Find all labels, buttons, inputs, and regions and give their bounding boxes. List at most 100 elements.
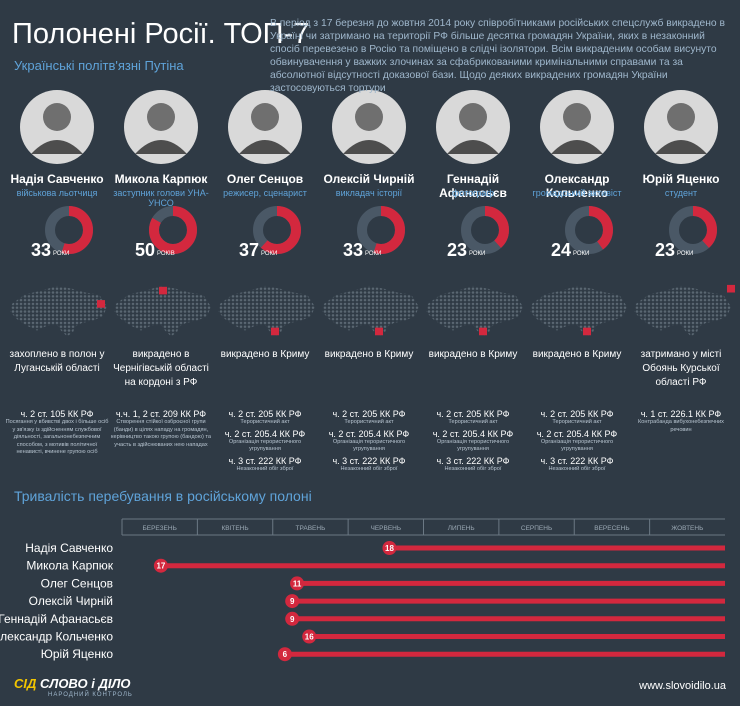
age-arc xyxy=(669,206,717,254)
age-value: 50 xyxy=(135,240,156,260)
age-unit: РОКИ xyxy=(469,251,486,257)
location: затримано у місті Обоянь Курської област… xyxy=(640,349,722,388)
month-label: ТРАВЕНЬ xyxy=(296,525,326,532)
start-marker xyxy=(290,576,305,591)
month-label: БЕРЕЗЕНЬ xyxy=(143,525,177,532)
month-label: ЖОВТЕНЬ xyxy=(671,525,703,532)
charges: ч. 2 ст. 205 КК РФ Терористичний акт ч. 2 … xyxy=(213,407,317,473)
portrait-head xyxy=(667,103,695,131)
person-name: Юрій Яценко xyxy=(642,172,720,186)
portrait-body xyxy=(655,140,707,154)
person-role: студент xyxy=(664,188,698,198)
start-day: 11 xyxy=(293,579,302,588)
age-unit: РОКИ xyxy=(365,251,382,257)
charges: ч.ч. 1, 2 ст. 209 КК РФ Створення стійкої… xyxy=(109,407,213,449)
charge-code: ч. 2 ст. 205.4 КК РФ xyxy=(224,428,306,439)
intro: В період з 17 березня до жовтня 2014 рок… xyxy=(270,18,725,94)
person-role: фотограф xyxy=(452,188,494,198)
charge-code: ч. 3 ст. 222 КК РФ xyxy=(540,455,614,466)
person-role: викладач історії xyxy=(335,188,403,198)
start-day: 18 xyxy=(385,544,394,553)
map xyxy=(10,285,107,337)
portrait-head xyxy=(147,103,175,131)
map-shape xyxy=(530,285,627,337)
map-marker xyxy=(583,327,591,336)
person-role: громадський активіст xyxy=(532,188,622,198)
map-shape xyxy=(10,285,107,337)
charge-code: ч.ч. 1, 2 ст. 209 КК РФ xyxy=(115,409,207,419)
charge-desc: Посягання у вбивстві двох і більше осіб … xyxy=(5,419,109,455)
charge-code: ч. 2 ст. 205.4 КК РФ xyxy=(536,428,618,439)
map-marker xyxy=(159,286,167,295)
charge-desc: Організація терористичного угрупування xyxy=(436,438,510,453)
charge-code: ч. 2 ст. 205 КК РФ xyxy=(332,409,406,419)
charge-desc: Організація терористичного угрупування xyxy=(332,438,406,453)
month-label: ЛИПЕНЬ xyxy=(448,525,475,532)
age-value: 24 xyxy=(551,240,572,260)
location: викрадено в Чернігівській області на кор… xyxy=(113,349,209,388)
portrait-body xyxy=(343,140,395,154)
age-unit: РОКИ xyxy=(261,251,278,257)
age-arc xyxy=(461,206,509,254)
map-marker xyxy=(375,327,383,336)
charge-desc: Організація терористичного угрупування xyxy=(228,438,302,453)
row-name: Олег Сенцов xyxy=(41,576,113,590)
month-label: СЕРПЕНЬ xyxy=(521,525,552,532)
row-name: Микола Карпюк xyxy=(26,559,113,573)
map-marker xyxy=(271,327,279,336)
charge-code: ч. 1 ст. 226.1 КК РФ xyxy=(640,409,722,419)
month-label: ЧЕРВЕНЬ xyxy=(370,525,401,532)
charges: ч. 2 ст. 205 КК РФ Терористичний акт ч. 2 … xyxy=(525,407,629,473)
age-arc xyxy=(45,206,93,254)
person-name: Геннадій Афанасьєв xyxy=(439,172,507,200)
map xyxy=(530,285,627,337)
site-url: www.slovoidilo.ua xyxy=(639,680,726,692)
portrait-head xyxy=(251,103,279,131)
start-marker xyxy=(285,594,300,609)
age-arc xyxy=(357,206,405,254)
charges: ч. 2 ст. 205 КК РФ Терористичний акт ч. 2 … xyxy=(317,407,421,473)
start-marker xyxy=(302,629,317,644)
timeline-title: Тривалість перебування в російському пол… xyxy=(14,488,312,504)
portrait-body xyxy=(239,140,291,154)
row-name: Олександр Кольченко xyxy=(0,630,113,644)
person-role: заступник голови УНА-УНСО xyxy=(113,188,209,208)
charge-desc: Контрабанда вибухонебезпечних речовин xyxy=(638,419,724,433)
person-name: Олег Сенцов xyxy=(226,172,304,186)
logo-text: СЛОВО і ДІЛО xyxy=(40,676,131,691)
person-name: Олександр Кольченко xyxy=(544,172,610,200)
person-name: Надія Савченко xyxy=(10,172,104,186)
age-value: 33 xyxy=(343,240,364,260)
map xyxy=(322,285,419,337)
map-marker xyxy=(479,327,487,336)
row-name: Надія Савченко xyxy=(25,541,113,555)
person-role: режисер, сценарист xyxy=(223,188,307,198)
location: захоплено в полон у Луганській області xyxy=(9,349,105,374)
logo: СІД СЛОВО і ДІЛО xyxy=(14,676,131,691)
age-value: 23 xyxy=(655,240,676,260)
title: Полонені Росії. ТОП-7 xyxy=(12,18,310,50)
start-marker xyxy=(153,558,168,573)
age-unit: РОКІВ xyxy=(157,251,175,257)
logo-tagline: НАРОДНИЙ КОНТРОЛЬ xyxy=(48,692,133,698)
start-day: 17 xyxy=(156,562,165,571)
charges: ч. 2 ст. 105 КК РФ Посягання у вбивстві д… xyxy=(5,407,109,457)
charge-code: ч. 2 ст. 205.4 КК РФ xyxy=(328,428,410,439)
charge-code: ч. 2 ст. 205 КК РФ xyxy=(540,409,614,419)
start-marker xyxy=(285,611,300,626)
person-role: військова льотчиця xyxy=(16,188,98,198)
start-marker xyxy=(277,647,292,662)
month-label: КВІТЕНЬ xyxy=(221,525,248,532)
map-marker xyxy=(97,300,105,308)
portrait-body xyxy=(447,140,499,154)
charges: ч. 2 ст. 205 КК РФ Терористичний акт ч. 2 … xyxy=(421,407,525,473)
map-shape xyxy=(426,285,523,337)
age-unit: РОКИ xyxy=(573,251,590,257)
row-name: Олексій Чирній xyxy=(29,594,113,608)
location: викрадено в Криму xyxy=(324,349,414,360)
portrait-head xyxy=(43,103,71,131)
charge-desc: Терористичний акт xyxy=(344,419,394,425)
map-shape xyxy=(218,285,315,337)
charge-code: ч. 3 ст. 222 КК РФ xyxy=(436,455,510,466)
